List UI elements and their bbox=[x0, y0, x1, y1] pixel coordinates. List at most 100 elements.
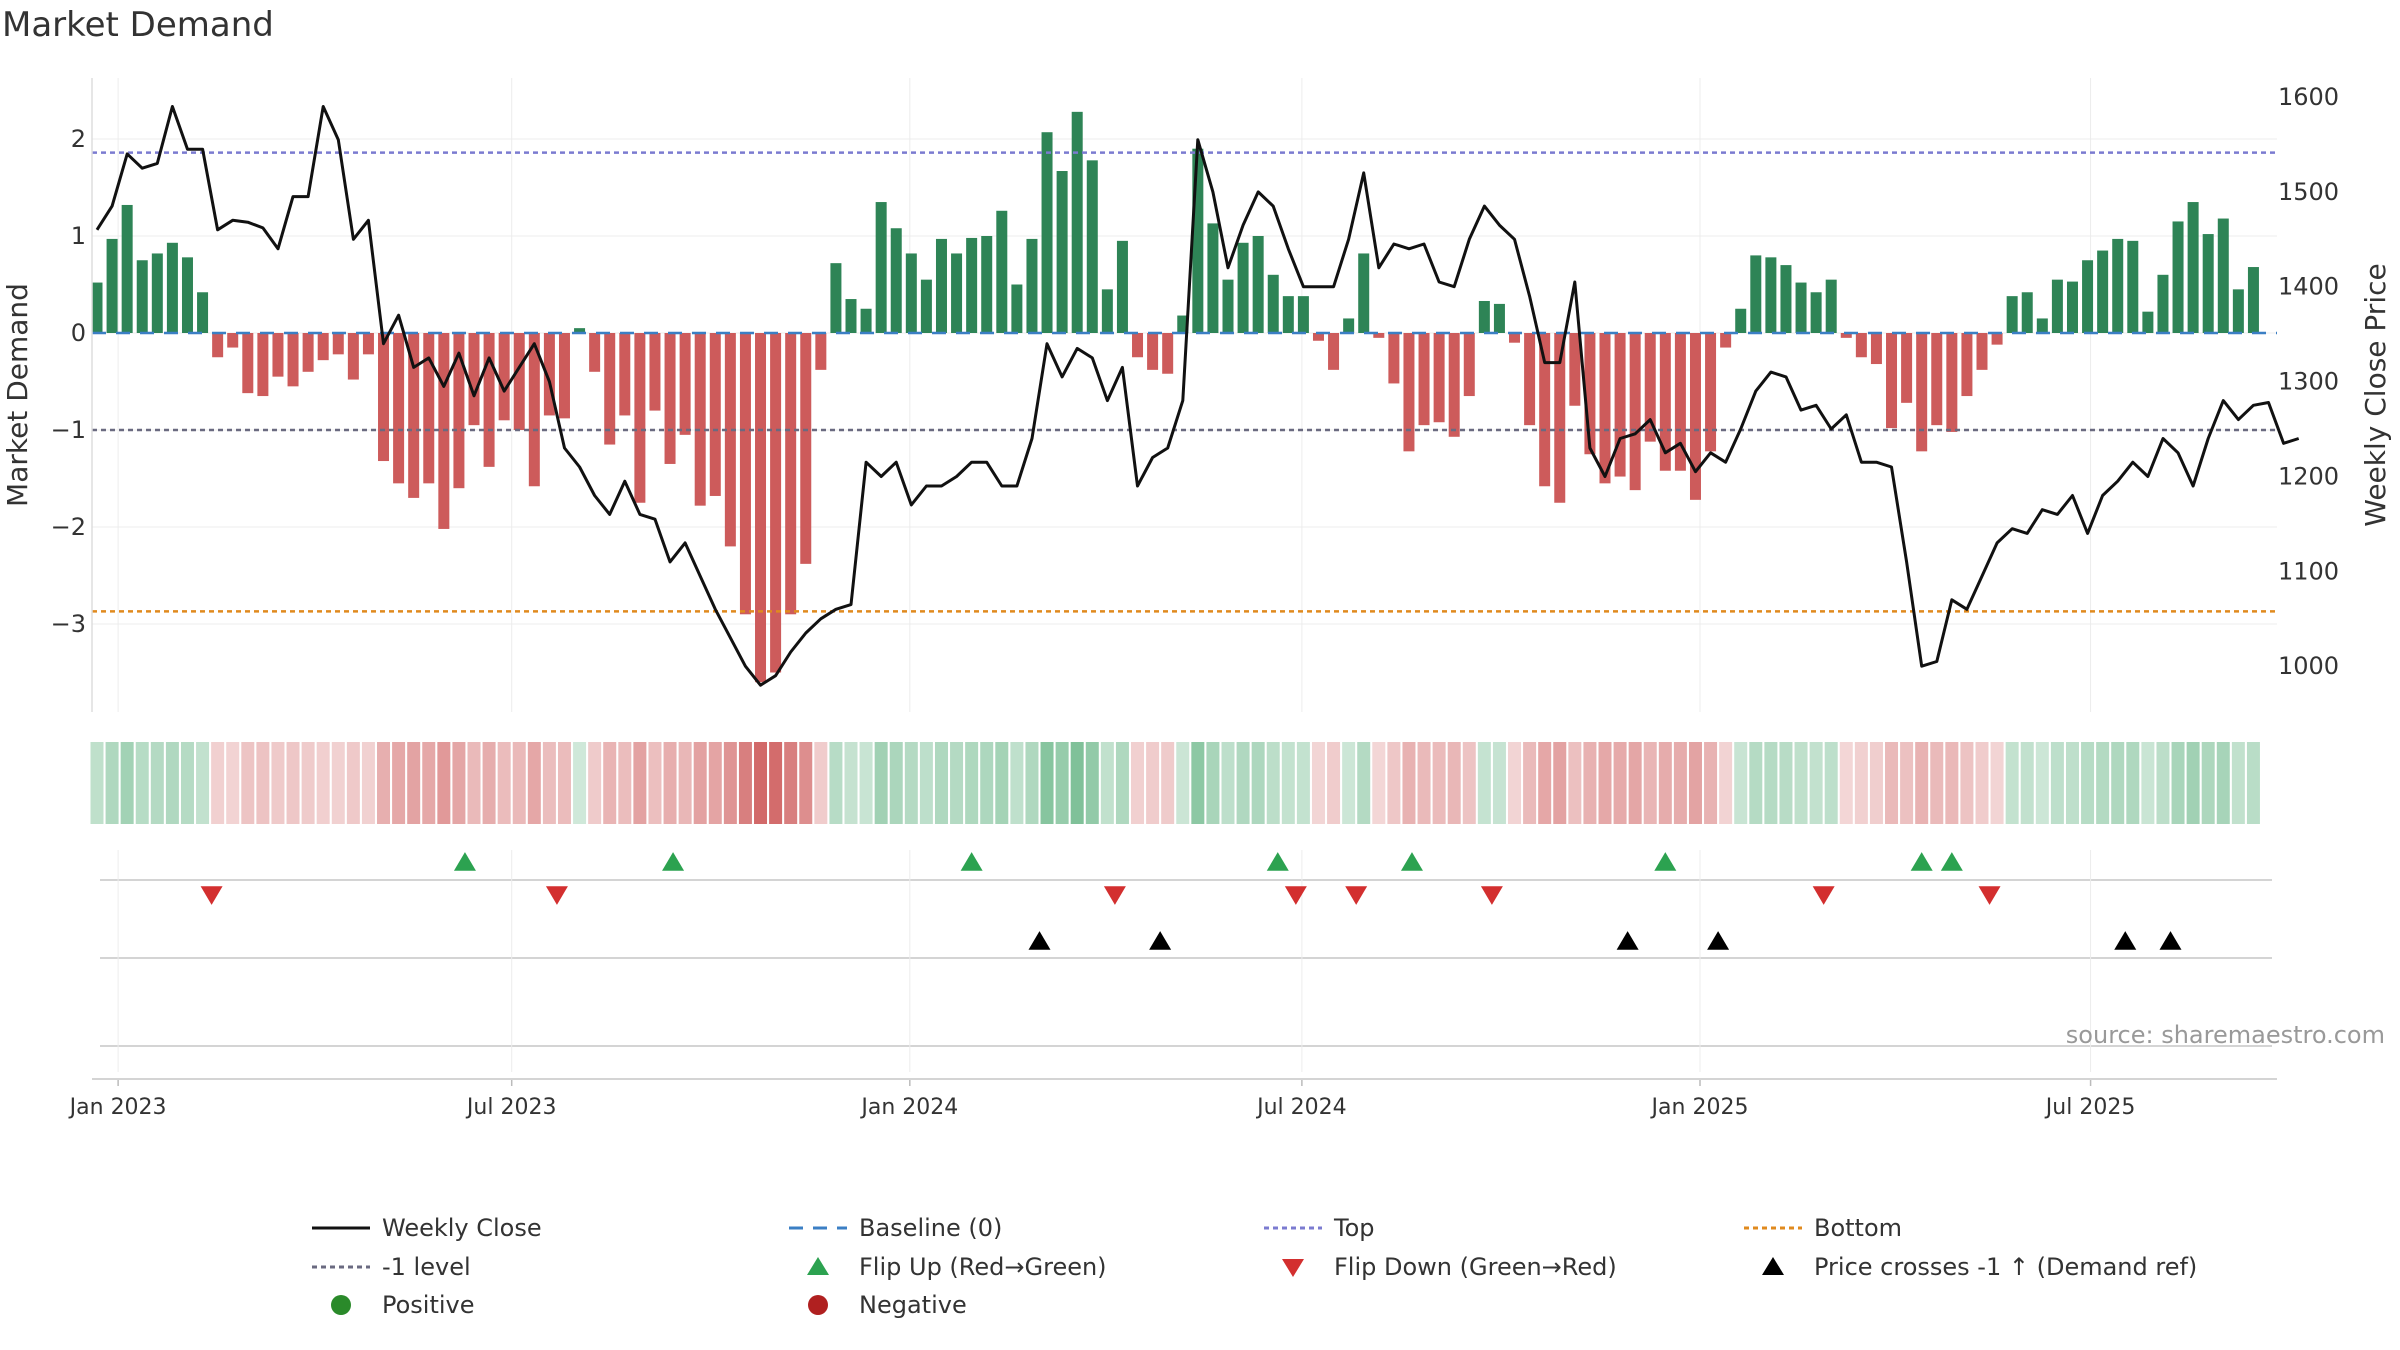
demand-bar bbox=[1659, 333, 1671, 471]
right-tick-label: 1300 bbox=[2278, 368, 2339, 396]
heat-cell bbox=[1930, 742, 1944, 824]
heat-cell bbox=[1266, 742, 1280, 824]
heat-cell bbox=[784, 742, 798, 824]
heat-cell bbox=[754, 742, 768, 824]
demand-bar bbox=[770, 333, 782, 673]
heat-cell bbox=[1704, 742, 1718, 824]
x-tick-label: Jan 2023 bbox=[68, 1095, 167, 1120]
legend-swatch-circle bbox=[808, 1295, 828, 1315]
demand-bar bbox=[1328, 333, 1340, 370]
demand-bar bbox=[91, 282, 103, 333]
demand-bar bbox=[1870, 333, 1882, 365]
heat-cell bbox=[1794, 742, 1808, 824]
demand-bar bbox=[634, 333, 646, 503]
heat-cell bbox=[1296, 742, 1310, 824]
legend-swatch-circle bbox=[331, 1295, 351, 1315]
demand-bar bbox=[1886, 333, 1898, 429]
source-text: source: sharemaestro.com bbox=[2066, 1021, 2385, 1049]
demand-bar bbox=[1539, 333, 1551, 487]
heat-cell bbox=[1553, 742, 1567, 824]
heat-cell bbox=[407, 742, 421, 824]
heat-cell bbox=[90, 742, 104, 824]
demand-bar bbox=[2232, 289, 2244, 333]
demand-bar bbox=[1448, 333, 1460, 437]
heat-cell bbox=[165, 742, 179, 824]
demand-bar bbox=[1433, 333, 1445, 423]
heat-cell bbox=[1719, 742, 1733, 824]
demand-bar bbox=[121, 204, 133, 333]
legend-swatch-triangle-down bbox=[1282, 1259, 1304, 1277]
heat-cell bbox=[2065, 742, 2079, 824]
heat-cell bbox=[723, 742, 737, 824]
heat-cell bbox=[1839, 742, 1853, 824]
heat-cell bbox=[1824, 742, 1838, 824]
demand-bar bbox=[181, 257, 193, 333]
left-tick-label: 2 bbox=[71, 125, 86, 153]
heat-cell bbox=[1688, 742, 1702, 824]
demand-bar bbox=[1192, 148, 1204, 333]
heat-cell bbox=[2035, 742, 2049, 824]
heat-cell bbox=[1402, 742, 1416, 824]
demand-bar bbox=[1041, 132, 1053, 333]
demand-bar bbox=[106, 238, 118, 333]
demand-bar bbox=[166, 242, 178, 333]
demand-bar bbox=[1584, 333, 1596, 455]
heat-cell bbox=[1477, 742, 1491, 824]
demand-bar bbox=[1252, 236, 1264, 333]
demand-bar bbox=[1599, 333, 1611, 484]
heat-cell bbox=[1779, 742, 1793, 824]
heat-cell bbox=[1945, 742, 1959, 824]
heat-cell bbox=[1432, 742, 1446, 824]
heat-cell bbox=[2246, 742, 2260, 824]
heat-cell bbox=[995, 742, 1009, 824]
legend-label: Flip Down (Green→Red) bbox=[1334, 1253, 1617, 1281]
demand-bar bbox=[1674, 333, 1686, 471]
heat-cell bbox=[1115, 742, 1129, 824]
demand-bar bbox=[302, 333, 314, 372]
heat-cell bbox=[1613, 742, 1627, 824]
demand-bar bbox=[2217, 218, 2229, 333]
heat-cell bbox=[346, 742, 360, 824]
legend-label: Top bbox=[1333, 1214, 1375, 1242]
demand-bar bbox=[830, 263, 842, 333]
flip-down-marker bbox=[1284, 886, 1307, 905]
heat-cell bbox=[1100, 742, 1114, 824]
flip-up-marker bbox=[960, 852, 983, 871]
demand-bar bbox=[1493, 303, 1505, 333]
heat-cell bbox=[844, 742, 858, 824]
demand-bars bbox=[91, 111, 2259, 683]
demand-bar bbox=[2202, 234, 2214, 333]
heat-cell bbox=[1568, 742, 1582, 824]
demand-bar bbox=[1916, 333, 1928, 452]
demand-bar bbox=[1011, 284, 1023, 333]
demand-bar bbox=[1478, 300, 1490, 333]
price-cross-marker bbox=[2159, 931, 2182, 950]
heat-cell bbox=[1025, 742, 1039, 824]
demand-bar bbox=[1991, 333, 2003, 345]
flip-down-marker bbox=[545, 886, 568, 905]
heat-cell bbox=[497, 742, 511, 824]
price-cross-marker bbox=[1707, 931, 1730, 950]
demand-bar bbox=[1795, 282, 1807, 333]
demand-bar bbox=[136, 260, 148, 333]
heat-cell bbox=[256, 742, 270, 824]
demand-bar bbox=[996, 210, 1008, 333]
event-markers bbox=[92, 850, 2277, 1080]
heat-cell bbox=[1206, 742, 1220, 824]
heat-cell bbox=[120, 742, 134, 824]
demand-bar bbox=[1765, 257, 1777, 333]
heat-cell bbox=[1236, 742, 1250, 824]
flip-up-marker bbox=[1910, 852, 1933, 871]
demand-bar bbox=[1629, 333, 1641, 491]
demand-bar bbox=[860, 308, 872, 333]
heat-cell bbox=[180, 742, 194, 824]
demand-bar bbox=[1840, 333, 1852, 338]
flip-down-marker bbox=[1345, 886, 1368, 905]
demand-bar bbox=[362, 333, 374, 355]
demand-bar bbox=[1343, 318, 1355, 333]
demand-bar bbox=[1162, 333, 1174, 374]
demand-bar bbox=[332, 333, 344, 355]
heat-cell bbox=[1673, 742, 1687, 824]
demand-bar bbox=[1901, 333, 1913, 403]
